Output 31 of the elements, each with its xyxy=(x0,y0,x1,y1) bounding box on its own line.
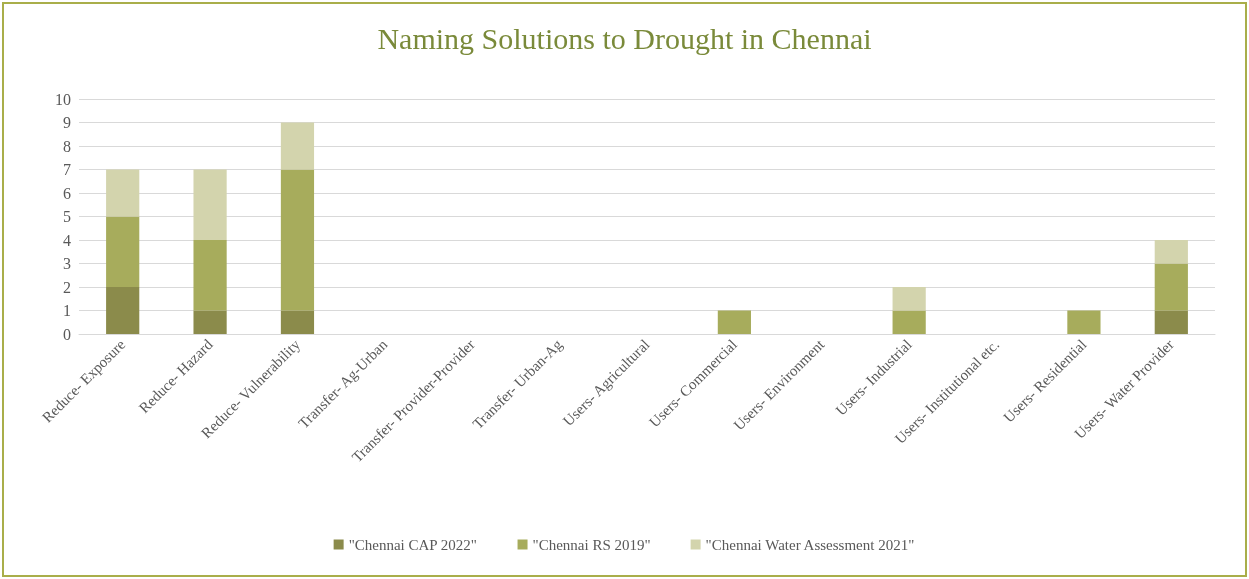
legend-label: "Chennai Water Assessment 2021" xyxy=(705,536,915,553)
y-tick-label: 6 xyxy=(63,184,71,202)
bar xyxy=(892,287,926,311)
bar xyxy=(106,216,140,287)
bar xyxy=(1154,240,1188,264)
y-tick-label: 10 xyxy=(55,90,71,108)
bar xyxy=(280,310,315,334)
y-tick-label: 1 xyxy=(63,302,71,319)
bar xyxy=(106,169,140,217)
y-tick-label: 2 xyxy=(63,278,71,296)
bar xyxy=(193,240,227,311)
y-tick-label: 7 xyxy=(63,161,71,178)
legend-label: "Chennai RS 2019" xyxy=(532,536,651,553)
y-tick-label: 5 xyxy=(63,208,71,225)
y-tick-label: 8 xyxy=(63,137,71,155)
bar xyxy=(717,310,751,334)
y-tick-label: 9 xyxy=(63,114,71,131)
bar xyxy=(280,169,315,311)
bar xyxy=(1154,263,1188,311)
bar xyxy=(193,169,227,240)
bar xyxy=(1154,310,1188,334)
y-tick-label: 4 xyxy=(63,231,71,249)
y-tick-label: 0 xyxy=(63,325,71,343)
y-tick-label: 3 xyxy=(63,255,71,272)
bar xyxy=(1067,310,1101,334)
bar xyxy=(106,287,140,334)
legend-label: "Chennai CAP 2022" xyxy=(348,536,477,553)
bar xyxy=(280,122,315,170)
chart-title: Naming Solutions to Drought in Chennai xyxy=(377,21,872,55)
bar xyxy=(193,310,227,334)
bar xyxy=(892,310,926,334)
